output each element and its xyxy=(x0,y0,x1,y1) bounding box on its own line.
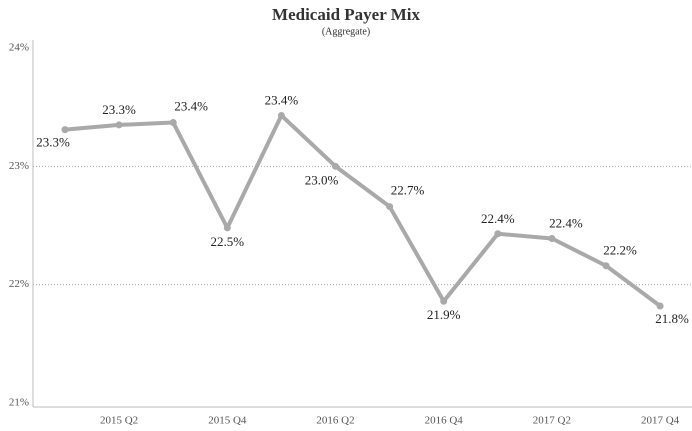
data-label: 22.7% xyxy=(391,183,425,198)
data-label: 23.4% xyxy=(174,99,208,114)
data-label: 23.3% xyxy=(102,102,136,117)
point xyxy=(656,302,664,310)
point xyxy=(440,297,448,305)
point xyxy=(115,121,123,129)
y-tick-label: 24% xyxy=(9,42,29,54)
y-tick-label: 23% xyxy=(9,160,29,172)
data-label: 23.4% xyxy=(265,92,299,107)
point xyxy=(494,230,502,238)
point xyxy=(602,262,610,270)
y-tick-label: 22% xyxy=(9,278,29,290)
x-tick-label: 2016 Q2 xyxy=(316,415,354,427)
x-tick-label: 2015 Q2 xyxy=(100,415,138,427)
data-label: 22.4% xyxy=(549,216,583,231)
data-label: 23.0% xyxy=(305,172,339,187)
x-tick-label: 2017 Q2 xyxy=(533,415,571,427)
x-tick-label: 2015 Q4 xyxy=(208,415,247,427)
data-label: 21.9% xyxy=(427,307,461,322)
data-label: 22.4% xyxy=(481,211,515,226)
x-tick-label: 2017 Q4 xyxy=(641,415,680,427)
data-label: 22.2% xyxy=(603,243,637,258)
point xyxy=(277,111,285,119)
chart-title: Medicaid Payer Mix xyxy=(272,5,420,24)
point xyxy=(332,162,339,170)
line xyxy=(64,113,662,308)
point xyxy=(61,126,69,134)
point xyxy=(386,203,394,211)
data-label: 22.5% xyxy=(211,234,245,249)
data-label: 21.8% xyxy=(655,311,689,326)
point xyxy=(169,119,177,127)
data-label: 23.3% xyxy=(36,135,70,150)
point xyxy=(548,235,556,243)
x-tick-label: 2016 Q4 xyxy=(425,415,464,427)
y-tick-label: 21% xyxy=(9,397,29,409)
chart-subtitle: (Aggregate) xyxy=(322,26,370,37)
point xyxy=(223,224,231,232)
